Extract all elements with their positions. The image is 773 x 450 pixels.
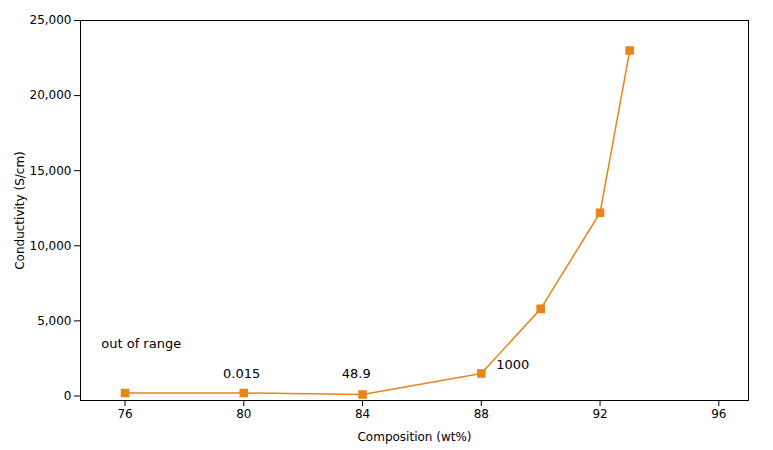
svg-text:Composition (wt%): Composition (wt%) — [357, 430, 471, 444]
svg-text:76: 76 — [117, 407, 132, 421]
svg-text:25,000: 25,000 — [30, 13, 72, 27]
svg-text:80: 80 — [236, 407, 251, 421]
svg-text:Conductivity (S/cm): Conductivity (S/cm) — [13, 151, 27, 270]
svg-text:96: 96 — [711, 407, 726, 421]
svg-text:10,000: 10,000 — [30, 239, 72, 253]
svg-text:0: 0 — [64, 389, 72, 403]
svg-text:84: 84 — [355, 407, 370, 421]
svg-text:92: 92 — [592, 407, 607, 421]
svg-text:15,000: 15,000 — [30, 164, 72, 178]
svg-text:20,000: 20,000 — [30, 88, 72, 102]
svg-text:5,000: 5,000 — [37, 314, 71, 328]
svg-text:48.9: 48.9 — [342, 366, 371, 381]
svg-text:0.015: 0.015 — [223, 366, 260, 381]
svg-text:88: 88 — [474, 407, 489, 421]
svg-text:out of range: out of range — [101, 336, 181, 351]
svg-text:1000: 1000 — [496, 357, 529, 372]
